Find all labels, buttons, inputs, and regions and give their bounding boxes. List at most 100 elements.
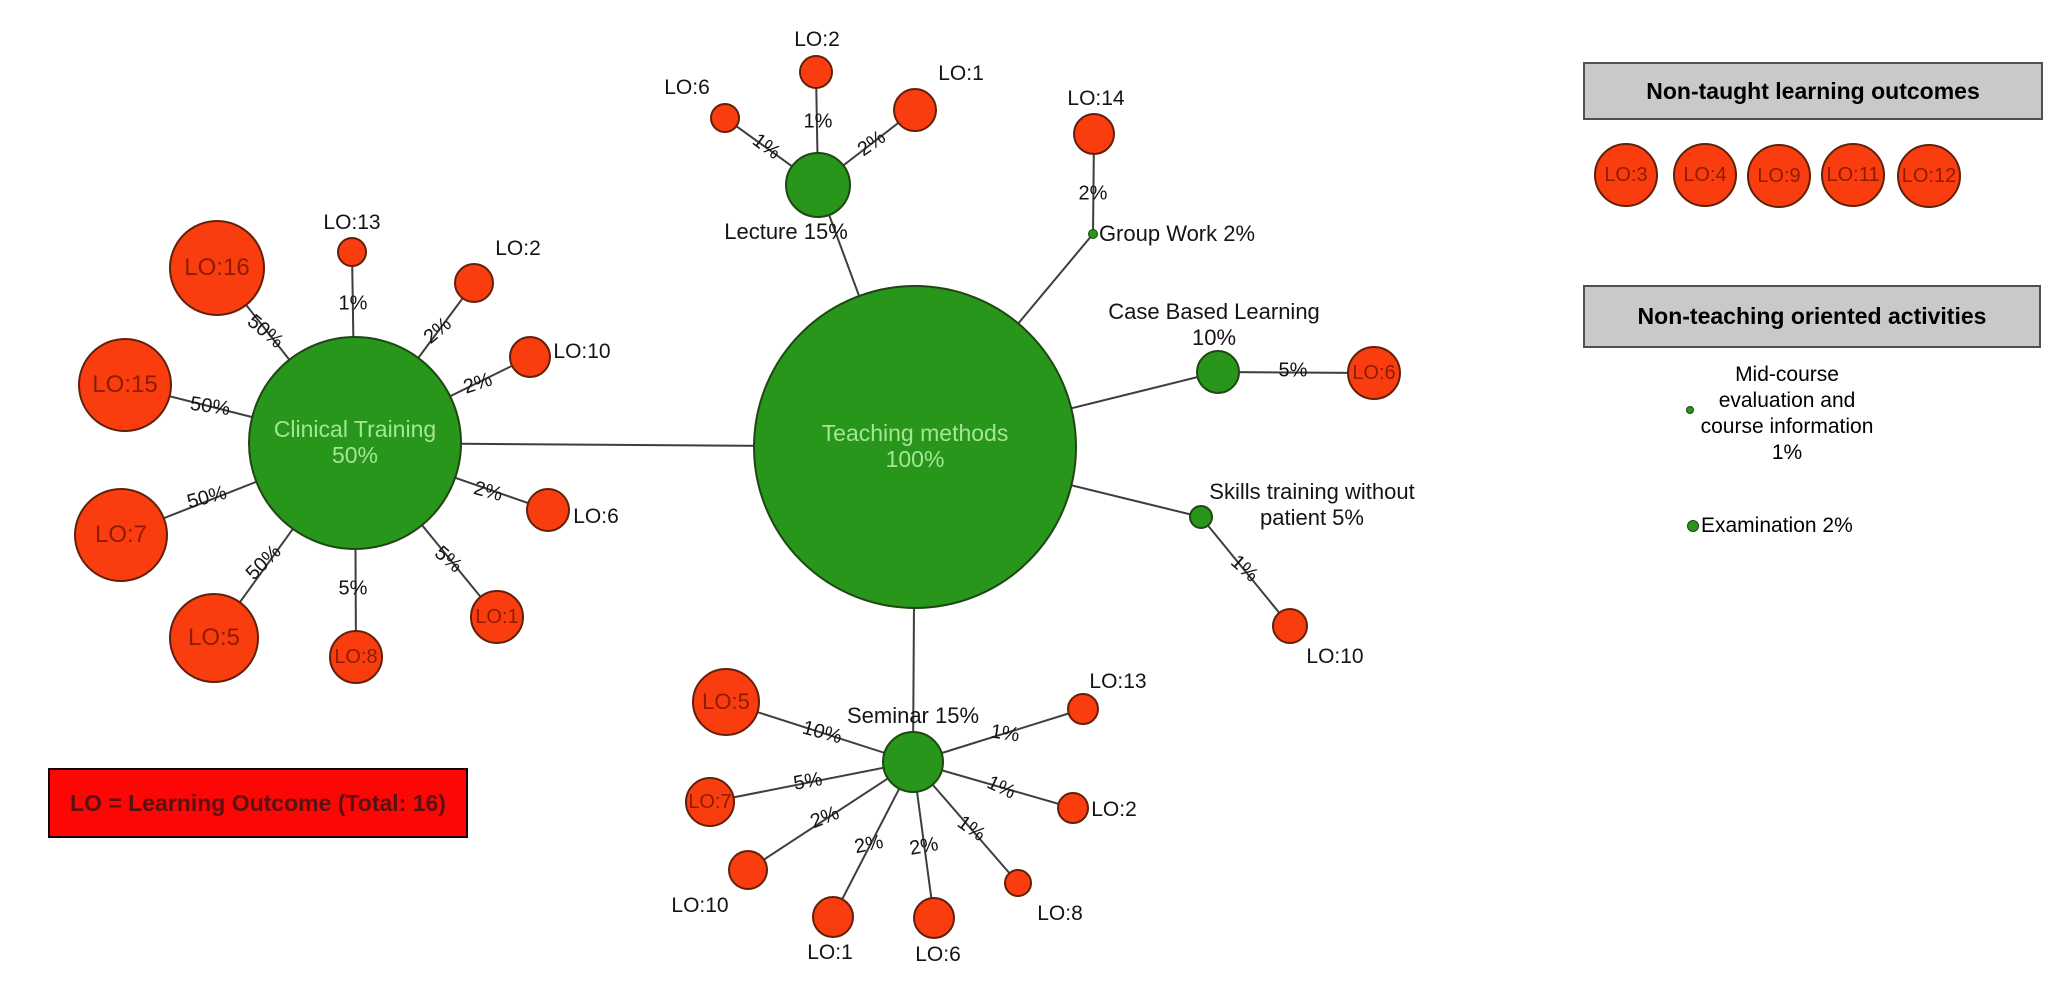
sem-lo1-node (812, 896, 854, 938)
cl-lo2-label: LO:2 (495, 237, 541, 260)
teaching-methods-inner-label: Teaching methods 100% (821, 420, 1009, 472)
mid-course-line-2: evaluation and (1718, 389, 1856, 412)
sem-lo2-node (1057, 792, 1089, 824)
sem-lo7-inner-label: LO:7 (688, 790, 732, 813)
cl-lo16-inner-label: LO:16 (184, 253, 250, 281)
skills-training-node (1189, 505, 1213, 529)
cl-lo8-pct: 5% (338, 577, 368, 600)
cbl-lo6-node: LO:6 (1347, 346, 1401, 400)
cl-lo1-node: LO:1 (470, 590, 524, 644)
lec-lo1-node (893, 88, 937, 132)
legend-non-taught-title: Non-taught learning outcomes (1646, 77, 1980, 104)
legend-lo4-node: LO:4 (1673, 143, 1737, 207)
gw-lo14-node (1073, 113, 1115, 155)
legend-lo9-node: LO:9 (1747, 144, 1811, 208)
lecture-node (785, 152, 851, 218)
sem-lo10-node (728, 850, 768, 890)
sem-lo6-node (913, 897, 955, 939)
edge-seminar--sem-lo10 (747, 761, 914, 871)
cl-lo6-node (526, 488, 570, 532)
seminar-label: Seminar 15% (846, 703, 980, 728)
legend-lo3-node: LO:3 (1594, 143, 1658, 207)
legend-lo11-inner-label: LO:11 (1826, 163, 1880, 186)
skills-label-line1: Skills training without (1209, 479, 1415, 504)
edge-skills-training--skills-lo10 (1200, 516, 1291, 627)
cl-lo13-node (337, 237, 367, 267)
examination-label: Examination 2% (1701, 514, 1853, 537)
lo-note-box: LO = Learning Outcome (Total: 16) (48, 768, 468, 838)
legend-lo3-inner-label: LO:3 (1604, 163, 1648, 186)
legend-lo4-inner-label: LO:4 (1683, 163, 1727, 186)
sem-lo13-node (1067, 693, 1099, 725)
cl-lo1-inner-label: LO:1 (475, 605, 519, 628)
seminar-node (882, 731, 944, 793)
legend-lo9-inner-label: LO:9 (1757, 164, 1801, 187)
cl-lo5-inner-label: LO:5 (187, 623, 241, 651)
sem-lo1-label: LO:1 (807, 941, 853, 964)
legend-non-taught-box: Non-taught learning outcomes (1583, 62, 2043, 120)
sem-lo5-inner-label: LO:5 (702, 688, 750, 714)
case-based-learning-node (1196, 350, 1240, 394)
gw-pct: 2% (1078, 182, 1108, 205)
sem-lo7-pct: 5% (791, 768, 825, 795)
cbl-label-line2: 10% (1191, 325, 1237, 350)
legend-non-teaching-title: Non-teaching oriented activities (1637, 303, 1987, 329)
lec-lo2-pct: 1% (803, 110, 833, 133)
cl-lo13-label: LO:13 (323, 211, 381, 234)
group-work-label: Group Work 2% (1098, 221, 1256, 246)
teaching-methods-node: Teaching methods 100% (753, 285, 1077, 609)
sem-lo5-node: LO:5 (692, 668, 760, 736)
sem-lo8-label: LO:8 (1037, 902, 1083, 925)
cbl-lo6-inner-label: LO:6 (1352, 361, 1396, 384)
clinical-training-inner-label: Clinical Training 50% (273, 416, 437, 468)
edge-seminar--sem-lo7 (709, 761, 914, 803)
group-work-node (1088, 229, 1098, 239)
clinical-training-node: Clinical Training 50% (248, 336, 462, 550)
skills-label-line2: patient 5% (1260, 505, 1364, 530)
mid-course-line-1: Mid-course (1735, 363, 1839, 386)
examination-dot-node (1687, 520, 1699, 532)
cl-lo8-inner-label: LO:8 (334, 645, 378, 668)
lec-lo1-label: LO:1 (938, 62, 984, 85)
sem-lo10-label: LO:10 (671, 894, 729, 917)
cl-lo5-node: LO:5 (169, 593, 259, 683)
cbl-pct: 5% (1278, 359, 1308, 382)
cbl-label-line1: Case Based Learning (1108, 299, 1320, 324)
legend-lo12-inner-label: LO:12 (1901, 164, 1957, 187)
lec-lo6-label: LO:6 (664, 76, 710, 99)
cl-lo10-node (509, 336, 551, 378)
cl-lo6-label: LO:6 (573, 505, 619, 528)
cl-lo10-label: LO:10 (553, 340, 611, 363)
sem-lo6-pct: 2% (907, 833, 941, 860)
lec-lo2-label: LO:2 (794, 28, 840, 51)
cl-lo7-node: LO:7 (74, 488, 168, 582)
mid-course-line-4: 1% (1771, 441, 1803, 464)
lec-lo2-node (799, 55, 833, 89)
cl-lo13-pct: 1% (338, 292, 368, 315)
cl-lo7-inner-label: LO:7 (94, 520, 148, 548)
sem-lo13-pct: 1% (989, 720, 1021, 747)
lecture-label: Lecture 15% (724, 219, 848, 244)
sem-lo7-node: LO:7 (685, 777, 735, 827)
mid-course-line-3: course information (1700, 415, 1874, 438)
cl-lo15-node: LO:15 (78, 338, 172, 432)
sem-lo2-label: LO:2 (1091, 798, 1137, 821)
lec-lo6-node (710, 103, 740, 133)
legend-non-teaching-box: Non-teaching oriented activities (1583, 285, 2041, 348)
sem-lo13-label: LO:13 (1089, 670, 1147, 693)
mid-course-dot-node (1686, 406, 1694, 414)
cl-lo8-node: LO:8 (329, 630, 383, 684)
lo-note-text: LO = Learning Outcome (Total: 16) (70, 789, 446, 816)
mid-course-item: Mid-course evaluation and course informa… (1645, 362, 1929, 466)
gw-lo14-label: LO:14 (1067, 87, 1125, 110)
sem-lo8-node (1004, 869, 1032, 897)
sem-lo6-label: LO:6 (915, 943, 961, 966)
legend-lo12-node: LO:12 (1897, 144, 1961, 208)
legend-lo11-node: LO:11 (1821, 143, 1885, 207)
cl-lo16-node: LO:16 (169, 220, 265, 316)
skills-lo10-node (1272, 608, 1308, 644)
cl-lo15-inner-label: LO:15 (92, 370, 158, 398)
cl-lo2-node (454, 263, 494, 303)
skills-lo10-label: LO:10 (1306, 645, 1364, 668)
